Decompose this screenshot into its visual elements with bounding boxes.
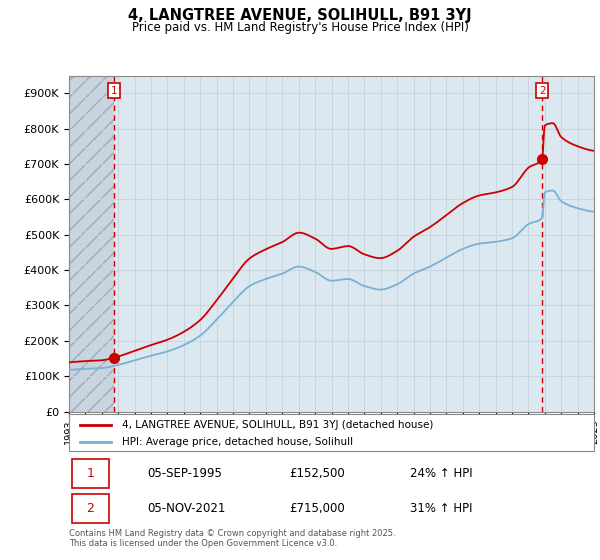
Text: 2: 2 bbox=[539, 86, 545, 96]
Text: £152,500: £152,500 bbox=[290, 467, 345, 480]
FancyBboxPatch shape bbox=[69, 414, 594, 451]
Text: 05-SEP-1995: 05-SEP-1995 bbox=[148, 467, 223, 480]
Bar bbox=[69, 76, 114, 412]
Text: 4, LANGTREE AVENUE, SOLIHULL, B91 3YJ: 4, LANGTREE AVENUE, SOLIHULL, B91 3YJ bbox=[128, 8, 472, 24]
Text: HPI: Average price, detached house, Solihull: HPI: Average price, detached house, Soli… bbox=[121, 437, 353, 447]
Text: 1: 1 bbox=[111, 86, 118, 96]
Text: Contains HM Land Registry data © Crown copyright and database right 2025.
This d: Contains HM Land Registry data © Crown c… bbox=[69, 529, 395, 548]
Text: 24% ↑ HPI: 24% ↑ HPI bbox=[410, 467, 473, 480]
Text: 4, LANGTREE AVENUE, SOLIHULL, B91 3YJ (detached house): 4, LANGTREE AVENUE, SOLIHULL, B91 3YJ (d… bbox=[121, 419, 433, 430]
Text: Price paid vs. HM Land Registry's House Price Index (HPI): Price paid vs. HM Land Registry's House … bbox=[131, 21, 469, 34]
Text: £715,000: £715,000 bbox=[290, 502, 345, 515]
FancyBboxPatch shape bbox=[71, 494, 109, 523]
Text: 31% ↑ HPI: 31% ↑ HPI bbox=[410, 502, 473, 515]
Text: 1: 1 bbox=[86, 467, 94, 480]
Text: 2: 2 bbox=[86, 502, 94, 515]
FancyBboxPatch shape bbox=[71, 459, 109, 488]
Text: 05-NOV-2021: 05-NOV-2021 bbox=[148, 502, 226, 515]
